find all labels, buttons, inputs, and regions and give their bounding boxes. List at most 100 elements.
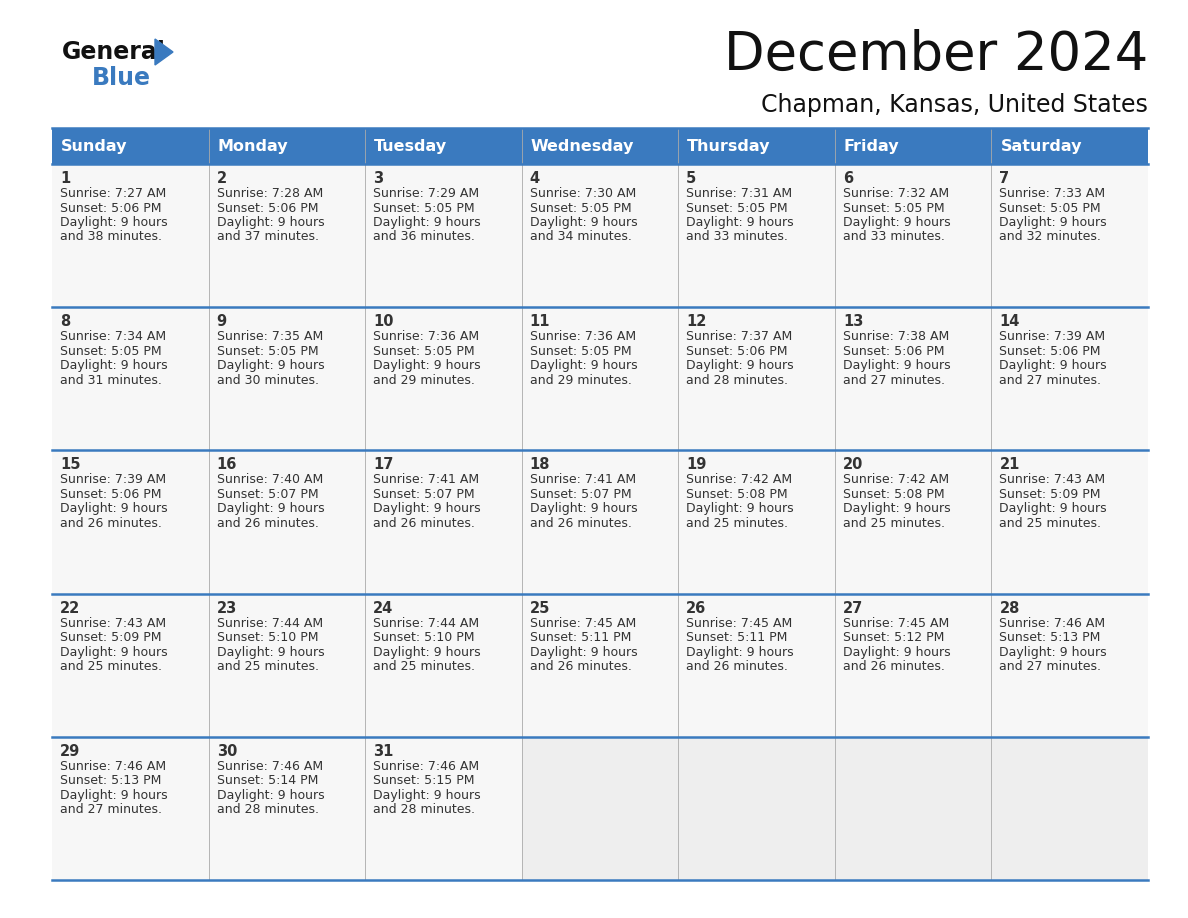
Text: Sunset: 5:08 PM: Sunset: 5:08 PM	[842, 487, 944, 501]
Text: 13: 13	[842, 314, 864, 330]
Text: Sunrise: 7:44 AM: Sunrise: 7:44 AM	[373, 617, 479, 630]
Text: Daylight: 9 hours: Daylight: 9 hours	[373, 645, 481, 658]
Text: Sunset: 5:05 PM: Sunset: 5:05 PM	[216, 344, 318, 358]
Text: Daylight: 9 hours: Daylight: 9 hours	[373, 502, 481, 515]
Text: Sunrise: 7:32 AM: Sunrise: 7:32 AM	[842, 187, 949, 200]
Text: Sunrise: 7:28 AM: Sunrise: 7:28 AM	[216, 187, 323, 200]
Text: Sunset: 5:05 PM: Sunset: 5:05 PM	[687, 201, 788, 215]
Text: Sunrise: 7:40 AM: Sunrise: 7:40 AM	[216, 474, 323, 487]
Bar	[209, 594, 365, 737]
Bar	[52, 451, 209, 594]
Text: Monday: Monday	[217, 139, 289, 153]
Text: Sunset: 5:07 PM: Sunset: 5:07 PM	[373, 487, 475, 501]
Bar	[52, 164, 209, 308]
Text: and 26 minutes.: and 26 minutes.	[530, 517, 632, 530]
Text: Sunrise: 7:46 AM: Sunrise: 7:46 AM	[373, 760, 479, 773]
Text: and 36 minutes.: and 36 minutes.	[373, 230, 475, 243]
Bar	[365, 451, 522, 594]
Text: Blue: Blue	[91, 66, 151, 90]
Text: Sunset: 5:11 PM: Sunset: 5:11 PM	[530, 631, 631, 644]
Text: Sunset: 5:06 PM: Sunset: 5:06 PM	[687, 344, 788, 358]
Text: 20: 20	[842, 457, 864, 473]
Bar	[365, 164, 522, 308]
Bar	[678, 451, 835, 594]
Bar	[522, 308, 678, 451]
Text: Sunrise: 7:27 AM: Sunrise: 7:27 AM	[61, 187, 166, 200]
Text: Sunday: Sunday	[61, 139, 127, 153]
Text: Sunset: 5:10 PM: Sunset: 5:10 PM	[373, 631, 475, 644]
Text: Daylight: 9 hours: Daylight: 9 hours	[61, 359, 168, 372]
Text: Friday: Friday	[843, 139, 899, 153]
Bar	[52, 308, 209, 451]
Text: Sunrise: 7:29 AM: Sunrise: 7:29 AM	[373, 187, 479, 200]
Text: Sunset: 5:05 PM: Sunset: 5:05 PM	[999, 201, 1101, 215]
Bar	[365, 308, 522, 451]
Text: Daylight: 9 hours: Daylight: 9 hours	[530, 216, 637, 229]
Text: and 25 minutes.: and 25 minutes.	[373, 660, 475, 673]
Text: Daylight: 9 hours: Daylight: 9 hours	[687, 359, 794, 372]
Text: Daylight: 9 hours: Daylight: 9 hours	[530, 645, 637, 658]
Text: Sunrise: 7:39 AM: Sunrise: 7:39 AM	[999, 330, 1106, 343]
Text: 6: 6	[842, 171, 853, 186]
Text: Sunrise: 7:31 AM: Sunrise: 7:31 AM	[687, 187, 792, 200]
Text: and 37 minutes.: and 37 minutes.	[216, 230, 318, 243]
Bar	[835, 164, 992, 308]
Text: Sunrise: 7:45 AM: Sunrise: 7:45 AM	[842, 617, 949, 630]
Text: Sunset: 5:07 PM: Sunset: 5:07 PM	[216, 487, 318, 501]
Text: 10: 10	[373, 314, 393, 330]
Text: Daylight: 9 hours: Daylight: 9 hours	[61, 502, 168, 515]
Text: and 28 minutes.: and 28 minutes.	[216, 803, 318, 816]
Text: Sunrise: 7:34 AM: Sunrise: 7:34 AM	[61, 330, 166, 343]
Text: Sunset: 5:05 PM: Sunset: 5:05 PM	[373, 201, 475, 215]
Text: and 27 minutes.: and 27 minutes.	[61, 803, 162, 816]
Text: Sunrise: 7:46 AM: Sunrise: 7:46 AM	[61, 760, 166, 773]
Text: and 25 minutes.: and 25 minutes.	[61, 660, 162, 673]
Bar	[522, 737, 678, 880]
Text: 8: 8	[61, 314, 70, 330]
Text: 2: 2	[216, 171, 227, 186]
Text: Sunrise: 7:38 AM: Sunrise: 7:38 AM	[842, 330, 949, 343]
Text: Daylight: 9 hours: Daylight: 9 hours	[61, 789, 168, 801]
Text: Daylight: 9 hours: Daylight: 9 hours	[687, 216, 794, 229]
Text: Sunset: 5:09 PM: Sunset: 5:09 PM	[999, 487, 1101, 501]
Text: Daylight: 9 hours: Daylight: 9 hours	[216, 359, 324, 372]
Text: 19: 19	[687, 457, 707, 473]
Text: 30: 30	[216, 744, 236, 759]
Text: Sunrise: 7:42 AM: Sunrise: 7:42 AM	[842, 474, 949, 487]
Text: Sunset: 5:15 PM: Sunset: 5:15 PM	[373, 774, 475, 788]
Text: Daylight: 9 hours: Daylight: 9 hours	[842, 502, 950, 515]
Bar	[678, 737, 835, 880]
Text: and 28 minutes.: and 28 minutes.	[687, 374, 789, 386]
Text: Daylight: 9 hours: Daylight: 9 hours	[687, 502, 794, 515]
Text: Daylight: 9 hours: Daylight: 9 hours	[373, 216, 481, 229]
Text: and 29 minutes.: and 29 minutes.	[373, 374, 475, 386]
Bar	[835, 308, 992, 451]
Text: and 38 minutes.: and 38 minutes.	[61, 230, 162, 243]
Text: Sunset: 5:13 PM: Sunset: 5:13 PM	[999, 631, 1101, 644]
Text: Sunrise: 7:35 AM: Sunrise: 7:35 AM	[216, 330, 323, 343]
Bar	[678, 308, 835, 451]
Bar	[209, 164, 365, 308]
Text: Chapman, Kansas, United States: Chapman, Kansas, United States	[762, 93, 1148, 117]
Text: and 26 minutes.: and 26 minutes.	[373, 517, 475, 530]
Text: 4: 4	[530, 171, 539, 186]
Text: 21: 21	[999, 457, 1019, 473]
Text: 23: 23	[216, 600, 236, 616]
Text: Daylight: 9 hours: Daylight: 9 hours	[216, 502, 324, 515]
Text: Daylight: 9 hours: Daylight: 9 hours	[999, 502, 1107, 515]
Bar	[992, 594, 1148, 737]
Text: 14: 14	[999, 314, 1019, 330]
Text: and 27 minutes.: and 27 minutes.	[999, 660, 1101, 673]
Text: Sunrise: 7:45 AM: Sunrise: 7:45 AM	[530, 617, 636, 630]
Text: Daylight: 9 hours: Daylight: 9 hours	[842, 645, 950, 658]
Text: Sunset: 5:08 PM: Sunset: 5:08 PM	[687, 487, 788, 501]
Text: Sunrise: 7:41 AM: Sunrise: 7:41 AM	[530, 474, 636, 487]
Text: Sunrise: 7:46 AM: Sunrise: 7:46 AM	[216, 760, 323, 773]
Text: 11: 11	[530, 314, 550, 330]
Text: Sunrise: 7:43 AM: Sunrise: 7:43 AM	[999, 474, 1106, 487]
Text: and 25 minutes.: and 25 minutes.	[999, 517, 1101, 530]
Text: Sunset: 5:05 PM: Sunset: 5:05 PM	[61, 344, 162, 358]
Text: and 27 minutes.: and 27 minutes.	[999, 374, 1101, 386]
Text: Daylight: 9 hours: Daylight: 9 hours	[216, 216, 324, 229]
Text: and 26 minutes.: and 26 minutes.	[842, 660, 944, 673]
